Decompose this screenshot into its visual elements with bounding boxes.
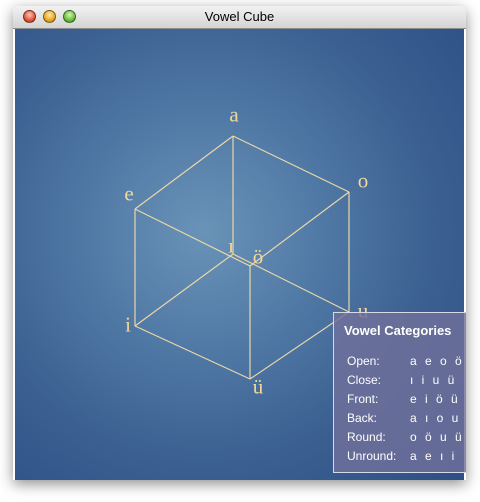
window-title: Vowel Cube bbox=[13, 9, 466, 24]
vowel-label-u-umlaut[interactable]: ü bbox=[253, 377, 264, 398]
category-name: Back: bbox=[347, 411, 377, 425]
vowel-label-i[interactable]: i bbox=[125, 315, 131, 336]
edge-i-u-umlaut bbox=[135, 326, 250, 379]
vowel-label-a[interactable]: a bbox=[229, 105, 238, 126]
edge-o-o-umlaut bbox=[250, 192, 349, 266]
category-name: Close: bbox=[347, 373, 381, 387]
title-bar[interactable]: × – + Vowel Cube bbox=[13, 6, 466, 29]
edge-a-o bbox=[233, 136, 349, 192]
category-name: Front: bbox=[347, 392, 378, 406]
vowel-label-o-umlaut[interactable]: ö bbox=[253, 247, 264, 268]
vowel-label-o[interactable]: o bbox=[358, 171, 369, 192]
edge-a-e bbox=[135, 136, 233, 209]
vowel-label-back-i[interactable]: ı bbox=[228, 236, 234, 257]
category-vowels: e i ö ü bbox=[410, 392, 460, 406]
category-name: Open: bbox=[347, 354, 380, 368]
category-vowels: a e o ö bbox=[410, 354, 464, 368]
category-name: Unround: bbox=[347, 449, 396, 463]
category-vowels: a ı o u bbox=[410, 411, 461, 425]
category-vowels: a e ı i bbox=[410, 449, 457, 463]
category-vowels: o ö u ü bbox=[410, 430, 464, 444]
vowel-categories-panel: Vowel Categories Open: a e o ö Close: ı … bbox=[333, 312, 466, 473]
category-name: Round: bbox=[347, 430, 386, 444]
category-vowels: ı i u ü bbox=[410, 373, 457, 387]
category-row-close: Close: ı i u ü bbox=[347, 373, 465, 391]
edge-back-i-i bbox=[135, 254, 233, 326]
vowel-cube-window: × – + Vowel Cube a o e ı ö i bbox=[13, 6, 466, 480]
vowel-label-e[interactable]: e bbox=[124, 184, 133, 205]
category-row-open: Open: a e o ö bbox=[347, 354, 465, 372]
category-row-front: Front: e i ö ü bbox=[347, 392, 465, 410]
category-row-round: Round: o ö u ü bbox=[347, 430, 465, 448]
panel-title: Vowel Categories bbox=[344, 323, 451, 338]
category-row-unround: Unround: a e ı i bbox=[347, 449, 465, 467]
category-row-back: Back: a ı o u bbox=[347, 411, 465, 429]
